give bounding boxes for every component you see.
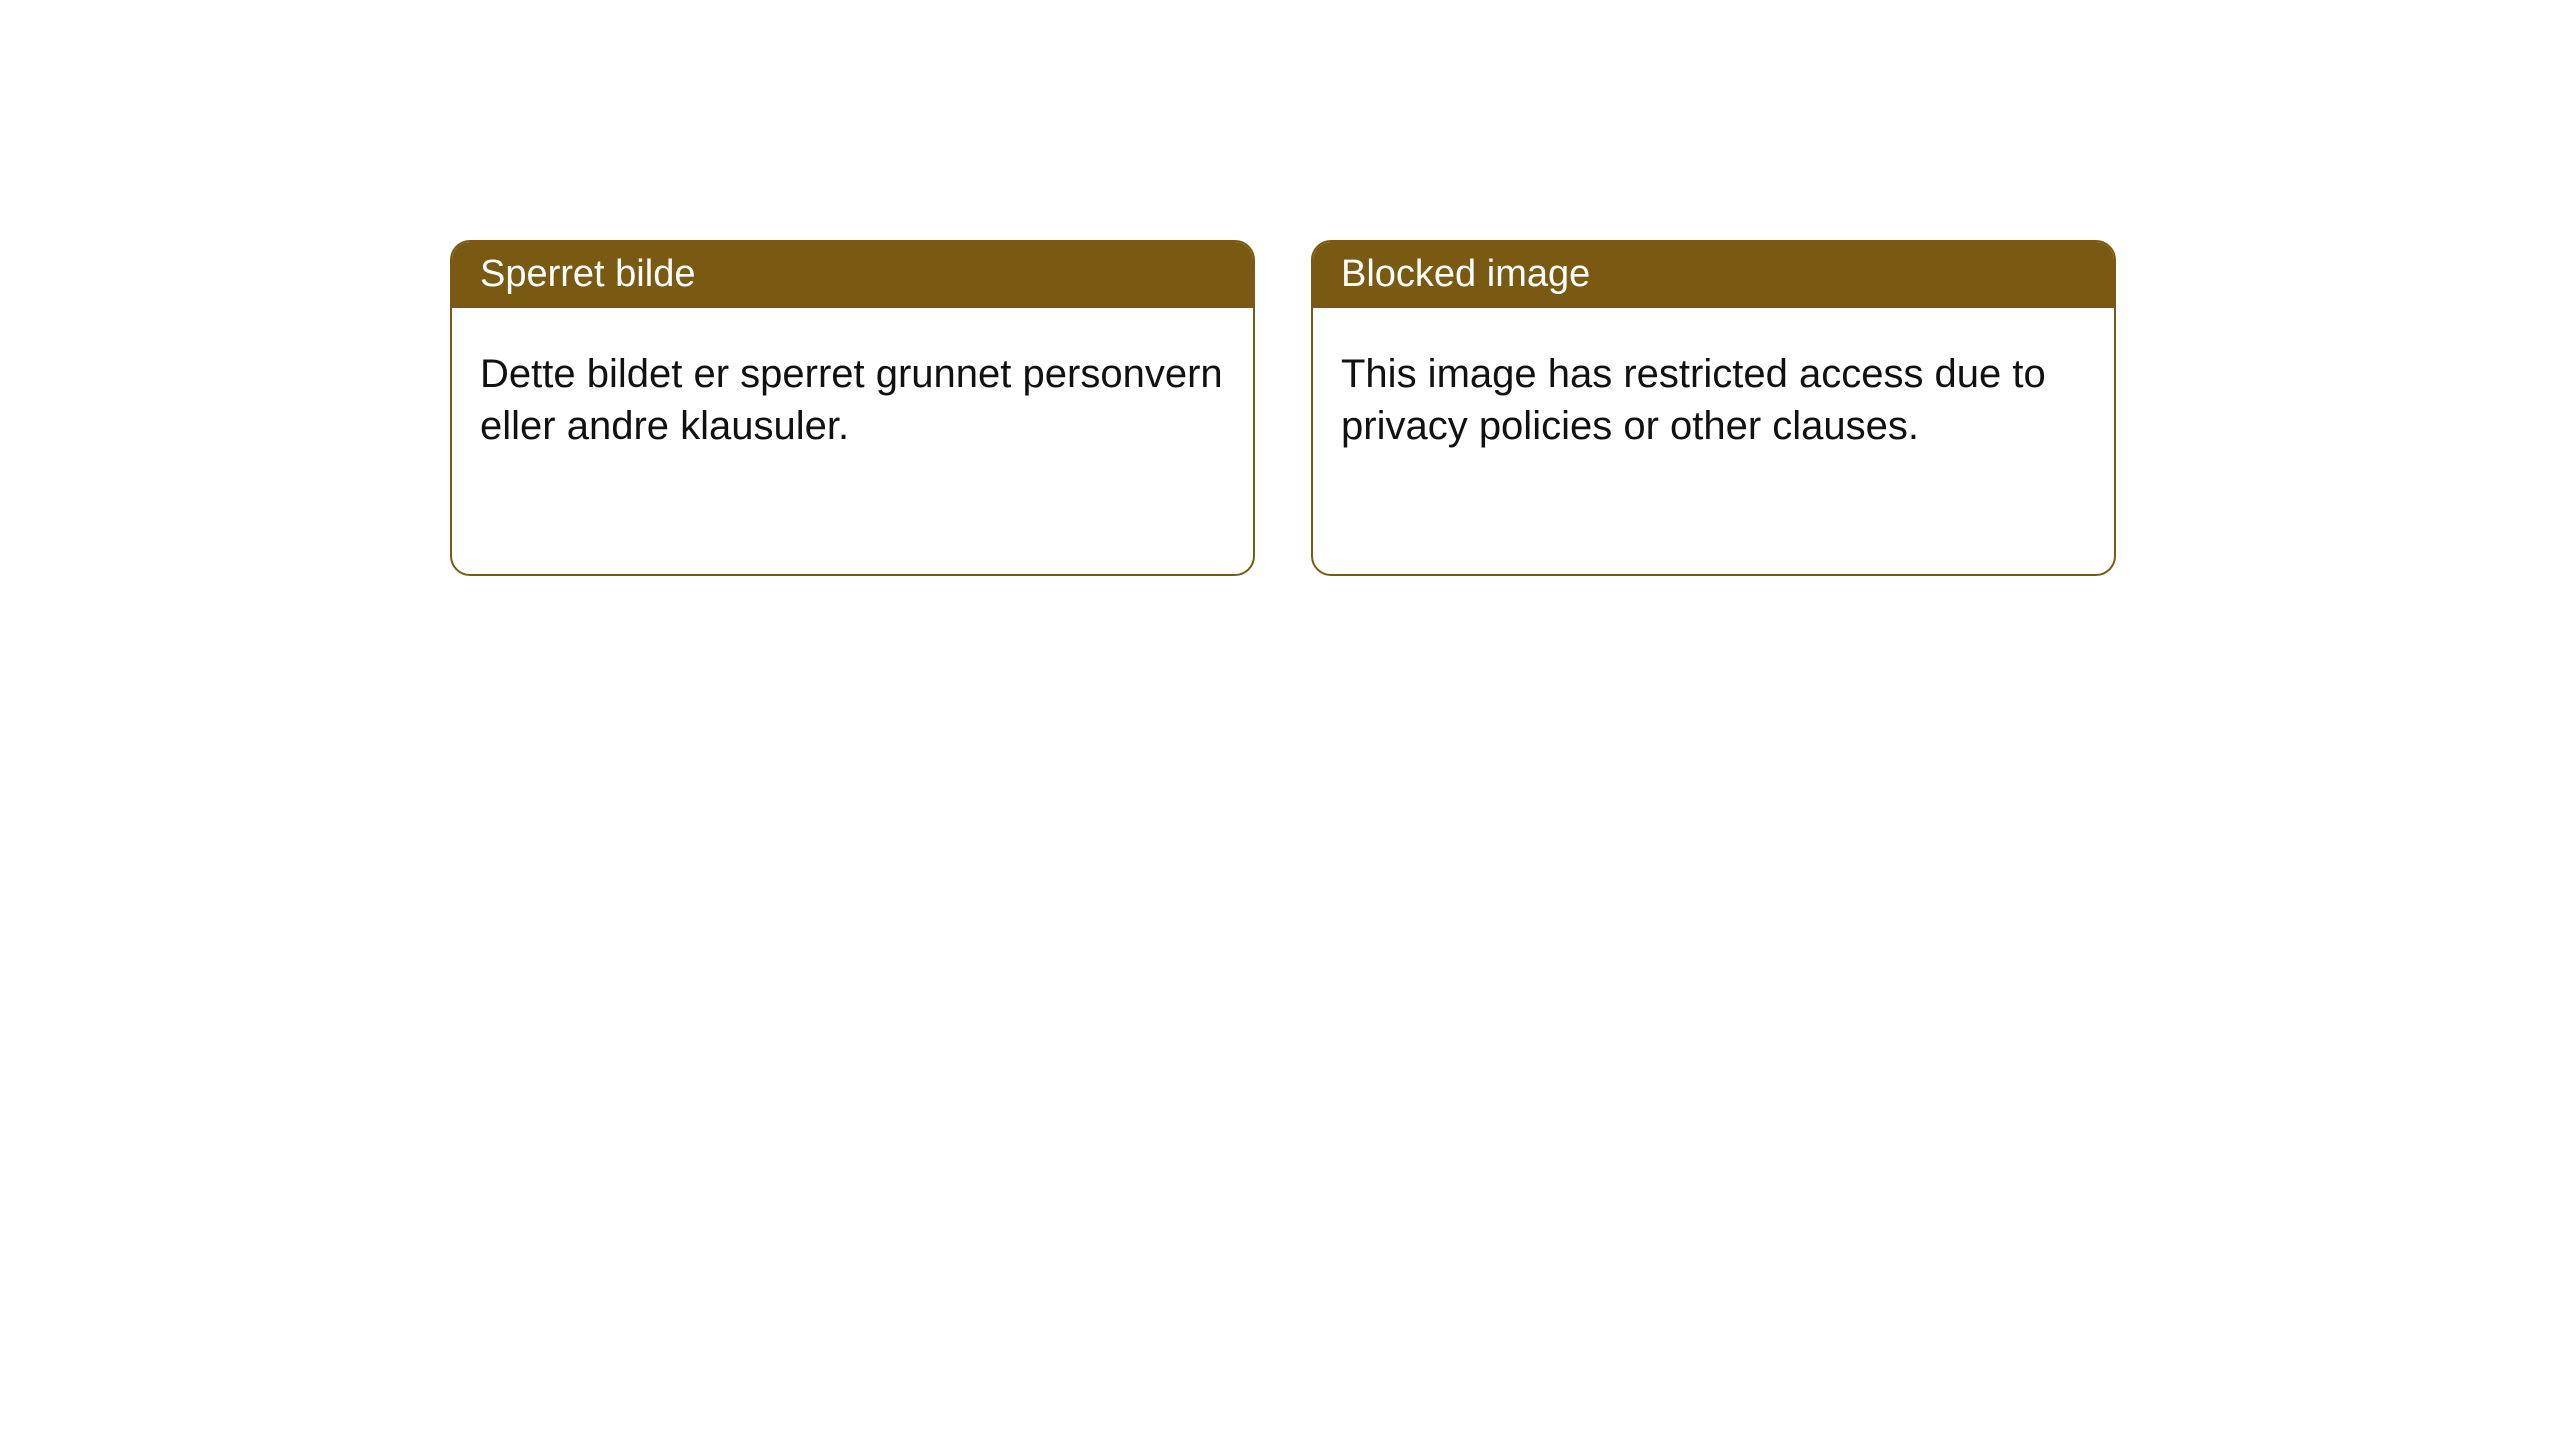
notice-card-english: Blocked image This image has restricted … <box>1311 240 2116 576</box>
notice-body: Dette bildet er sperret grunnet personve… <box>452 308 1253 480</box>
notice-container: Sperret bilde Dette bildet er sperret gr… <box>0 0 2560 576</box>
notice-card-norwegian: Sperret bilde Dette bildet er sperret gr… <box>450 240 1255 576</box>
notice-header: Sperret bilde <box>452 242 1253 308</box>
notice-header: Blocked image <box>1313 242 2114 308</box>
notice-body: This image has restricted access due to … <box>1313 308 2114 480</box>
